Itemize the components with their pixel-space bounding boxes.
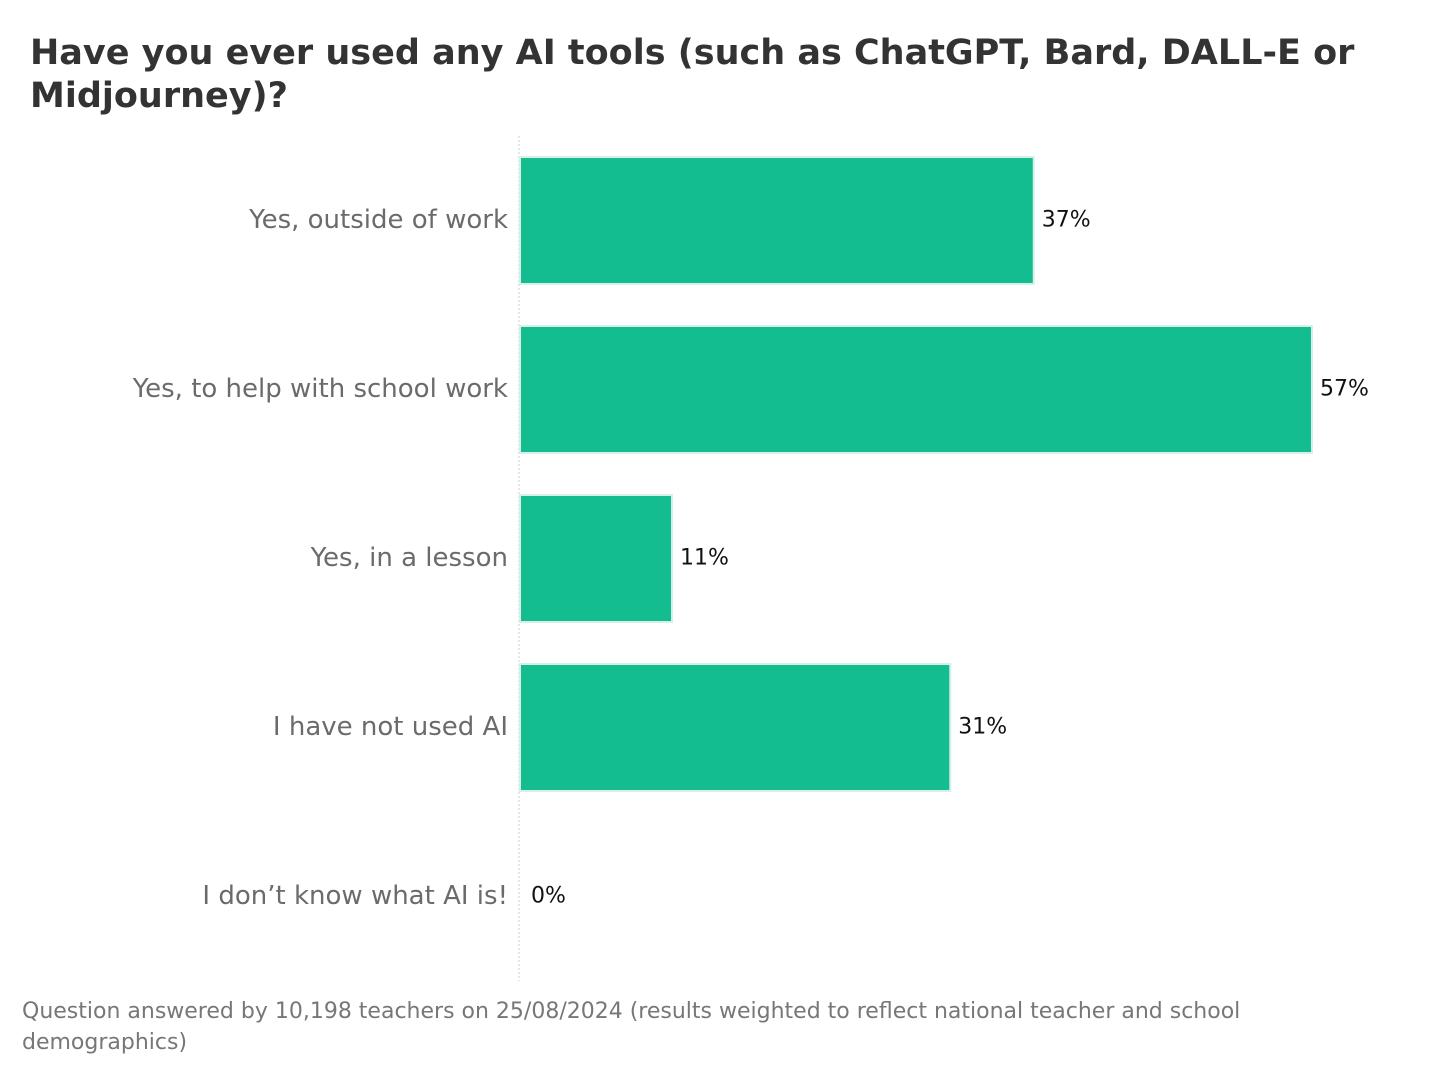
value-label: 11% — [680, 546, 729, 571]
value-label: 31% — [958, 715, 1007, 740]
value-label: 0% — [531, 884, 566, 909]
category-label: Yes, outside of work — [248, 205, 508, 235]
footnote: Question answered by 10,198 teachers on … — [22, 999, 1241, 1055]
category-label: Yes, in a lesson — [310, 543, 508, 573]
chart: Yes, outside of work 37% Yes, to help with… — [132, 136, 1369, 981]
bar — [519, 156, 1035, 285]
chart-title: Have you ever used any AI tools (such as… — [30, 33, 1355, 116]
category-label: Yes, to help with school work — [132, 374, 508, 404]
value-label: 57% — [1320, 377, 1369, 402]
category-label: I have not used AI — [273, 712, 508, 742]
bar — [519, 663, 952, 792]
value-label: 37% — [1042, 208, 1091, 233]
bar — [519, 494, 674, 623]
category-label: I don’t know what AI is! — [202, 881, 508, 911]
bar — [519, 325, 1313, 454]
